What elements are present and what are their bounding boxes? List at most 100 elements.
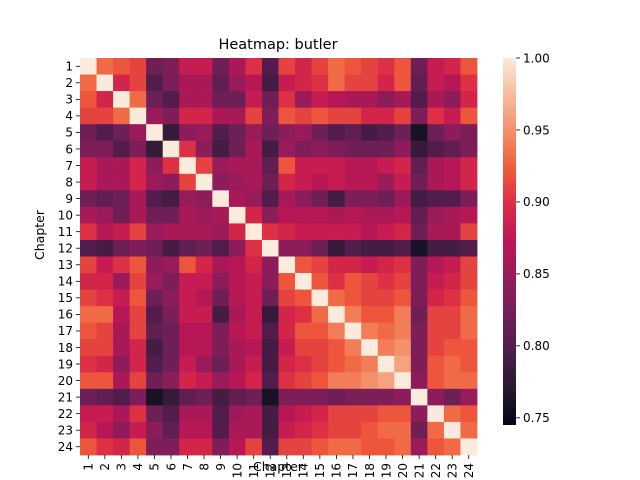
heatmap-cell bbox=[179, 289, 197, 307]
heatmap-cell bbox=[80, 58, 97, 75]
heatmap-cell bbox=[129, 388, 147, 406]
heatmap-cell bbox=[179, 140, 197, 158]
heatmap-cell bbox=[245, 388, 263, 406]
x-tick-label: 7 bbox=[181, 463, 195, 471]
x-tick-label: 22 bbox=[429, 463, 443, 478]
heatmap-cell bbox=[295, 355, 312, 373]
heatmap-cell bbox=[377, 124, 395, 142]
heatmap-cell bbox=[311, 157, 329, 175]
heatmap-cell bbox=[460, 173, 478, 191]
heatmap-cell bbox=[344, 405, 362, 423]
heatmap-cell bbox=[113, 206, 131, 224]
heatmap-cell bbox=[311, 74, 329, 92]
heatmap-cell bbox=[361, 206, 379, 224]
heatmap-cell bbox=[410, 107, 428, 125]
heatmap-cell bbox=[427, 355, 445, 373]
heatmap-cell bbox=[410, 372, 428, 390]
heatmap-cell bbox=[460, 438, 478, 456]
heatmap-cell bbox=[228, 157, 246, 175]
heatmap-cell bbox=[245, 372, 263, 390]
heatmap-cell bbox=[410, 256, 428, 274]
heatmap-cell bbox=[162, 190, 180, 208]
heatmap-cell bbox=[162, 405, 180, 423]
heatmap-cell bbox=[245, 223, 263, 241]
heatmap-cell bbox=[328, 173, 346, 191]
heatmap-cell bbox=[96, 289, 114, 307]
heatmap-cell bbox=[394, 124, 412, 142]
heatmap-cell bbox=[80, 190, 97, 208]
heatmap-cell bbox=[278, 355, 296, 373]
heatmap-cell bbox=[344, 91, 362, 109]
heatmap-cell bbox=[427, 306, 445, 324]
y-tick-label: 9 bbox=[65, 192, 73, 206]
heatmap-cell bbox=[146, 124, 164, 142]
heatmap-cell bbox=[228, 273, 246, 290]
heatmap-cell bbox=[361, 107, 379, 125]
heatmap-cell bbox=[344, 372, 362, 390]
heatmap-cell bbox=[295, 206, 312, 224]
heatmap-cell bbox=[129, 372, 147, 390]
y-tick-label: 21 bbox=[58, 390, 73, 404]
heatmap-cell bbox=[162, 91, 180, 109]
heatmap-cell bbox=[162, 256, 180, 274]
heatmap-cell bbox=[377, 322, 395, 340]
heatmap-cell bbox=[443, 405, 461, 423]
heatmap-cell bbox=[179, 206, 197, 224]
heatmap-cell bbox=[228, 256, 246, 274]
heatmap-cell bbox=[113, 223, 131, 241]
x-tick-label: 10 bbox=[230, 463, 244, 478]
heatmap-cell bbox=[80, 289, 97, 307]
heatmap-cell bbox=[212, 223, 230, 241]
heatmap-cell bbox=[80, 157, 97, 175]
heatmap-cell bbox=[146, 223, 164, 241]
heatmap-cell bbox=[162, 322, 180, 340]
heatmap-cell bbox=[295, 91, 312, 109]
heatmap-cell bbox=[212, 421, 230, 439]
y-tick-label: 5 bbox=[65, 126, 73, 140]
heatmap-cell bbox=[427, 372, 445, 390]
heatmap-cell bbox=[245, 256, 263, 274]
y-tick-label: 13 bbox=[58, 258, 73, 272]
heatmap-cell bbox=[146, 339, 164, 357]
heatmap-cell bbox=[328, 206, 346, 224]
heatmap-cell bbox=[129, 74, 147, 92]
heatmap-cell bbox=[96, 206, 114, 224]
heatmap-cell bbox=[96, 190, 114, 208]
heatmap-cell bbox=[443, 355, 461, 373]
heatmap-cell bbox=[427, 289, 445, 307]
heatmap-cell bbox=[295, 140, 312, 158]
heatmap-cell bbox=[344, 107, 362, 125]
heatmap-cell bbox=[129, 173, 147, 191]
heatmap-cell bbox=[245, 58, 263, 75]
heatmap-cell bbox=[460, 421, 478, 439]
heatmap-cell bbox=[146, 256, 164, 274]
y-tick-label: 7 bbox=[65, 159, 73, 173]
heatmap-cell bbox=[96, 421, 114, 439]
heatmap-cell bbox=[113, 124, 131, 142]
y-tick-label: 2 bbox=[65, 76, 73, 90]
heatmap-cell bbox=[212, 355, 230, 373]
heatmap-cell bbox=[295, 405, 312, 423]
heatmap-cell bbox=[410, 421, 428, 439]
heatmap-cell bbox=[129, 206, 147, 224]
heatmap-cell bbox=[278, 289, 296, 307]
chart-title: Heatmap: butler bbox=[218, 37, 337, 53]
heatmap-cell bbox=[394, 289, 412, 307]
heatmap-cell bbox=[212, 190, 230, 208]
heatmap-cell bbox=[113, 140, 131, 158]
heatmap-cell bbox=[394, 107, 412, 125]
heatmap-cell bbox=[295, 256, 312, 274]
heatmap-cell bbox=[146, 58, 164, 75]
heatmap-cell bbox=[394, 140, 412, 158]
heatmap-cell bbox=[113, 157, 131, 175]
heatmap-cell bbox=[245, 91, 263, 109]
heatmap-cell bbox=[162, 107, 180, 125]
heatmap-cell bbox=[278, 239, 296, 257]
heatmap-cell bbox=[460, 223, 478, 241]
heatmap-cell bbox=[80, 239, 97, 257]
heatmap-cell bbox=[361, 239, 379, 257]
heatmap-cell bbox=[377, 140, 395, 158]
y-tick-label: 23 bbox=[58, 423, 73, 437]
x-tick-label: 23 bbox=[445, 463, 459, 478]
y-tick-label: 20 bbox=[58, 374, 73, 388]
